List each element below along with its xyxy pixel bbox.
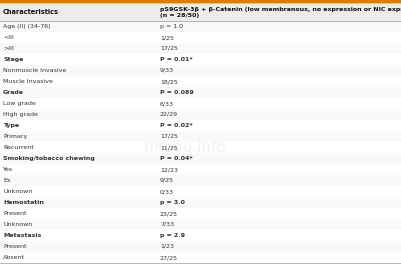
Text: 22/29: 22/29: [160, 112, 178, 117]
Text: Ex: Ex: [3, 178, 10, 183]
Text: Age (II) (34-76): Age (II) (34-76): [3, 24, 51, 29]
Text: Stage: Stage: [3, 57, 23, 62]
Text: Characteristics: Characteristics: [3, 9, 59, 15]
Text: P = 0.089: P = 0.089: [160, 90, 194, 95]
Bar: [0, 241, 401, 252]
Text: (n = 28/50): (n = 28/50): [160, 13, 199, 18]
Text: 17/25: 17/25: [160, 46, 178, 51]
Bar: [0, 0, 401, 3]
Text: 6/33: 6/33: [160, 101, 174, 106]
Text: Present: Present: [3, 244, 26, 249]
Text: Metastasis: Metastasis: [3, 233, 41, 238]
Text: 9/33: 9/33: [160, 68, 174, 73]
Text: Primary: Primary: [3, 134, 27, 139]
Text: Hemostatin: Hemostatin: [3, 200, 44, 205]
Text: Nonmuscle Invasive: Nonmuscle Invasive: [3, 68, 66, 73]
Text: Absent: Absent: [3, 255, 25, 260]
Bar: [0, 87, 401, 98]
Bar: [0, 65, 401, 76]
Text: 18/25: 18/25: [160, 79, 178, 84]
Bar: [0, 153, 401, 164]
Text: 7/33: 7/33: [160, 222, 174, 227]
Text: 9/25: 9/25: [160, 178, 174, 183]
Bar: [0, 3, 401, 21]
Text: Recurrent: Recurrent: [3, 145, 34, 150]
Text: 27/25: 27/25: [160, 255, 178, 260]
Text: >III: >III: [3, 46, 14, 51]
Text: 11/25: 11/25: [160, 145, 178, 150]
Text: Unknown: Unknown: [3, 189, 32, 194]
Text: p = 3.0: p = 3.0: [160, 200, 185, 205]
Bar: [0, 131, 401, 142]
Text: P = 0.01*: P = 0.01*: [160, 57, 192, 62]
Text: p = 1.0: p = 1.0: [160, 24, 183, 29]
Text: Muscle Invasive: Muscle Invasive: [3, 79, 53, 84]
Text: 12/23: 12/23: [160, 167, 178, 172]
Text: P = 0.04*: P = 0.04*: [160, 156, 192, 161]
Text: 1/25: 1/25: [160, 35, 174, 40]
Bar: [0, 197, 401, 208]
Text: Low grade: Low grade: [3, 101, 36, 106]
Text: Type: Type: [3, 123, 19, 128]
Text: <III: <III: [3, 35, 14, 40]
Text: Smoking/tobacco chewing: Smoking/tobacco chewing: [3, 156, 95, 161]
Text: Grade: Grade: [3, 90, 24, 95]
Text: pS9GSK-3β + β-Catenin (low membranous, no expression or NIC expression): pS9GSK-3β + β-Catenin (low membranous, n…: [160, 6, 401, 11]
Text: 0/33: 0/33: [160, 189, 174, 194]
Bar: [0, 109, 401, 120]
Bar: [0, 43, 401, 54]
Bar: [0, 175, 401, 186]
Bar: [0, 21, 401, 32]
Text: p = 2.9: p = 2.9: [160, 233, 185, 238]
Text: Present: Present: [3, 211, 26, 216]
Text: 17/25: 17/25: [160, 134, 178, 139]
Text: High grade: High grade: [3, 112, 38, 117]
Text: 1/23: 1/23: [160, 244, 174, 249]
Text: mtoou.info: mtoou.info: [144, 139, 227, 155]
Text: Unknown: Unknown: [3, 222, 32, 227]
Text: Yes: Yes: [3, 167, 13, 172]
Text: P = 0.02*: P = 0.02*: [160, 123, 192, 128]
Text: 23/25: 23/25: [160, 211, 178, 216]
Bar: [0, 219, 401, 230]
